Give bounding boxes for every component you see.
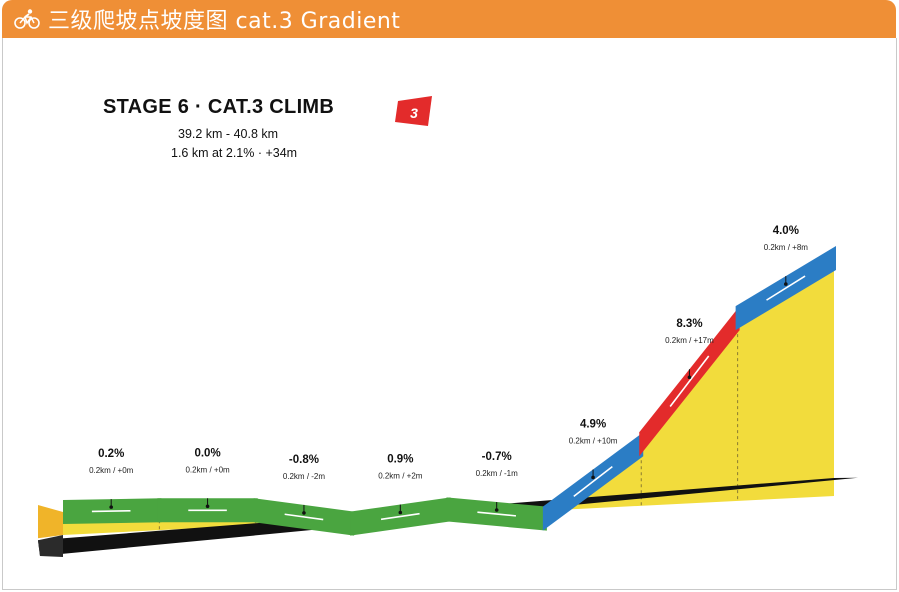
gradient-label: 0.2% [98,448,124,460]
label-pin [398,510,403,515]
segment-detail: 0.2km / -1m [476,469,519,478]
profile-area [63,258,834,535]
start-fill [38,505,63,539]
gradient-label: 4.0% [773,225,799,237]
gradient-label: -0.8% [289,454,319,466]
badge-shape [395,96,432,126]
stage-title: STAGE 6 · CAT.3 CLIMB [103,96,335,118]
band-centerline [380,512,420,521]
segment-detail: 0.2km / +0m [185,465,230,474]
gradient-label: 0.0% [194,447,220,459]
segment-detail: 0.2km / +10m [569,436,618,445]
header-title: 三级爬坡点坡度图 cat.3 Gradient [48,9,401,34]
badge-number: 3 [410,105,418,121]
segment-detail: 0.2km / +8m [764,243,809,252]
label-pin [494,508,499,512]
stage-range: 39.2 km - 40.8 km [178,127,279,141]
band-centerline [573,465,613,497]
label-pin [784,282,788,286]
band-centerline [284,513,324,521]
cyclist-icon [14,9,40,29]
label-pin [302,511,306,515]
segment-bands [63,246,836,536]
label-pin [109,505,113,509]
label-pin [205,504,210,509]
segment-detail: 0.2km / -2m [283,472,326,481]
segment-detail: 0.2km / +0m [89,466,134,475]
segment-labels: 0.2% 0.2km / +0m 0.0% 0.2km / +0m -0.8% 0.2km… [89,225,808,515]
gradient-label: 0.9% [387,453,413,465]
band-centerline [477,511,517,517]
header-bar: 三级爬坡点坡度图 cat.3 Gradient [2,0,896,38]
band-centerline [669,355,710,407]
profile-fill [38,258,834,539]
segment-detail: 0.2km / +2m [378,471,423,480]
gradient-label: 4.9% [580,418,606,430]
band-centerline [91,509,131,513]
category-badge: 3 [395,96,432,126]
label-pin [591,475,595,480]
gradient-label: -0.7% [482,451,512,463]
base-edge [38,535,63,557]
stage-summary: 1.6 km at 2.1% · +34m [171,146,298,160]
band-centerline [766,275,806,301]
gradient-label: 8.3% [676,318,702,330]
segment-detail: 0.2km / +17m [665,336,714,345]
label-pin [687,375,692,380]
